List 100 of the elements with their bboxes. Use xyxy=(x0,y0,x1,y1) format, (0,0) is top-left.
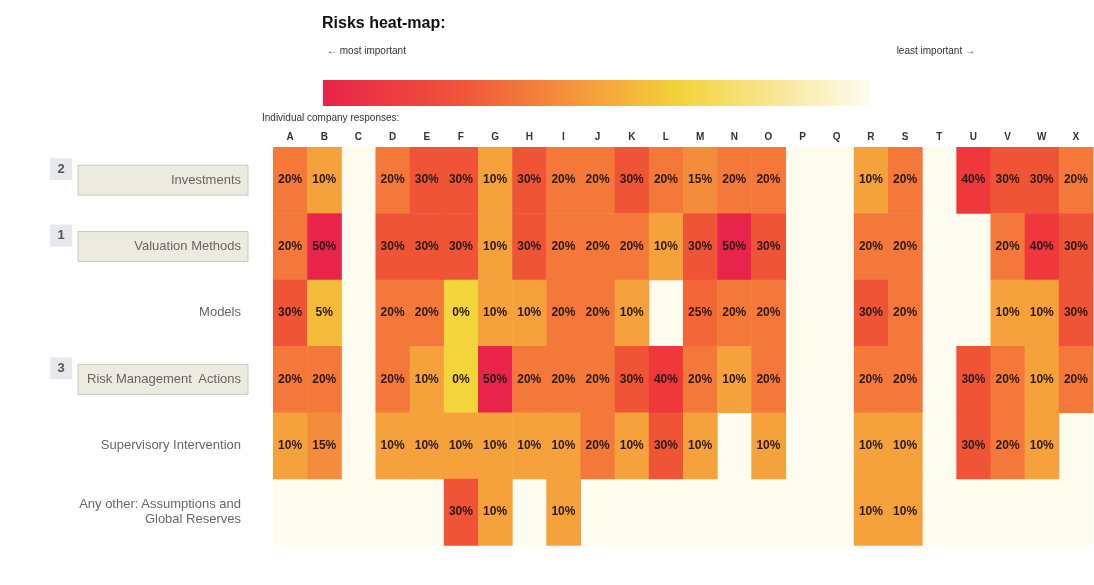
data-label: 20% xyxy=(756,371,781,386)
data-label: 25% xyxy=(688,305,713,320)
x-tick-label: E xyxy=(423,130,431,142)
x-tick-label: R xyxy=(867,130,876,142)
x-tick-label: V xyxy=(1004,130,1012,142)
data-label: 30% xyxy=(517,238,542,253)
data-label: 10% xyxy=(414,437,440,452)
data-label: 20% xyxy=(551,305,576,320)
x-tick-label: A xyxy=(286,130,294,142)
data-label: 0% xyxy=(452,371,470,386)
data-label: 20% xyxy=(585,172,610,187)
data-label: 20% xyxy=(380,172,405,187)
data-label: 10% xyxy=(722,371,747,386)
data-label: 20% xyxy=(312,371,337,386)
data-label: 30% xyxy=(1029,172,1055,187)
data-label: 30% xyxy=(688,238,713,253)
data-label: 10% xyxy=(653,238,679,253)
data-label: 10% xyxy=(551,504,576,519)
data-label: 30% xyxy=(414,172,440,187)
data-label: 10% xyxy=(551,437,576,452)
data-label: 20% xyxy=(278,238,303,253)
y-tick-label: Any other: Assumptions and Global Reserves xyxy=(79,495,242,527)
x-tick-label: X xyxy=(1072,130,1080,142)
data-label: 10% xyxy=(756,437,781,452)
y2-tick-label: 1 xyxy=(57,227,65,243)
data-label: 30% xyxy=(380,238,405,253)
y-tick-label: Supervisory Intervention xyxy=(100,437,241,453)
x-tick-label: Q xyxy=(832,130,841,142)
data-label: 20% xyxy=(893,172,918,187)
x-tick-label: C xyxy=(354,130,363,142)
x-tick-label: L xyxy=(662,130,669,142)
y2-tick-label: 3 xyxy=(57,359,65,375)
data-label: 20% xyxy=(585,437,610,452)
data-label: 20% xyxy=(995,371,1020,386)
data-label: 20% xyxy=(688,371,713,386)
data-label: 10% xyxy=(619,437,645,452)
data-label: 30% xyxy=(653,437,679,452)
data-label: 20% xyxy=(722,172,747,187)
chart-title: Risks heat-map: xyxy=(322,14,446,31)
x-tick-label: O xyxy=(764,130,773,142)
data-label: 20% xyxy=(551,371,576,386)
data-label: 15% xyxy=(312,437,337,452)
data-label: 30% xyxy=(961,437,986,452)
data-label: 20% xyxy=(1063,172,1089,187)
data-label: 10% xyxy=(278,437,303,452)
data-label: 10% xyxy=(893,437,918,452)
x-tick-label: M xyxy=(695,130,705,142)
data-label: 50% xyxy=(312,238,337,253)
data-label: 20% xyxy=(722,305,747,320)
data-label: 30% xyxy=(619,371,645,386)
data-label: 20% xyxy=(893,371,918,386)
data-label: 30% xyxy=(448,238,474,253)
data-label: 10% xyxy=(1029,437,1055,452)
data-label: 10% xyxy=(619,305,645,320)
data-label: 10% xyxy=(858,437,884,452)
data-label: 20% xyxy=(551,238,576,253)
data-label: 20% xyxy=(893,305,918,320)
data-label: 10% xyxy=(1029,371,1055,386)
data-label: 20% xyxy=(380,305,405,320)
data-label: 10% xyxy=(483,238,508,253)
data-label: 10% xyxy=(858,504,884,519)
x-tick-label: G xyxy=(491,130,500,142)
data-label: 10% xyxy=(483,172,508,187)
data-label: 10% xyxy=(380,437,405,452)
data-label: 10% xyxy=(517,437,542,452)
data-label: 20% xyxy=(858,238,884,253)
y2-tick-label: 2 xyxy=(57,160,65,176)
data-label: 20% xyxy=(278,371,303,386)
x-tick-label: I xyxy=(562,130,566,142)
data-label: 10% xyxy=(312,172,337,187)
data-label: 10% xyxy=(414,371,440,386)
data-label: 30% xyxy=(414,238,440,253)
x-tick-label: J xyxy=(594,130,601,142)
text: ← most important xyxy=(327,45,407,56)
data-label: 30% xyxy=(756,238,781,253)
data-label: 10% xyxy=(688,437,713,452)
data-label: 20% xyxy=(585,305,610,320)
x-tick-label: K xyxy=(628,130,637,142)
x-tick-label: W xyxy=(1037,130,1048,142)
x-tick-label: U xyxy=(969,130,978,142)
data-label: 10% xyxy=(858,172,884,187)
data-label: 30% xyxy=(1063,238,1089,253)
data-label: 30% xyxy=(517,172,542,187)
data-label: 20% xyxy=(1063,371,1089,386)
data-label: 30% xyxy=(961,371,986,386)
data-label: 50% xyxy=(483,371,508,386)
data-label: 30% xyxy=(858,305,884,320)
data-label: 20% xyxy=(517,371,542,386)
x-tick-label: B xyxy=(320,130,328,142)
x-tick-label: S xyxy=(901,130,909,142)
data-label: 0% xyxy=(452,305,470,320)
x-tick-label: T xyxy=(936,130,943,142)
x-tick-label: D xyxy=(388,130,397,142)
data-label: 20% xyxy=(653,172,679,187)
data-label: 20% xyxy=(756,305,781,320)
data-label: 20% xyxy=(278,172,303,187)
data-label: 10% xyxy=(483,437,508,452)
data-label: 30% xyxy=(278,305,303,320)
data-label: 10% xyxy=(448,437,474,452)
data-label: 10% xyxy=(893,504,918,519)
